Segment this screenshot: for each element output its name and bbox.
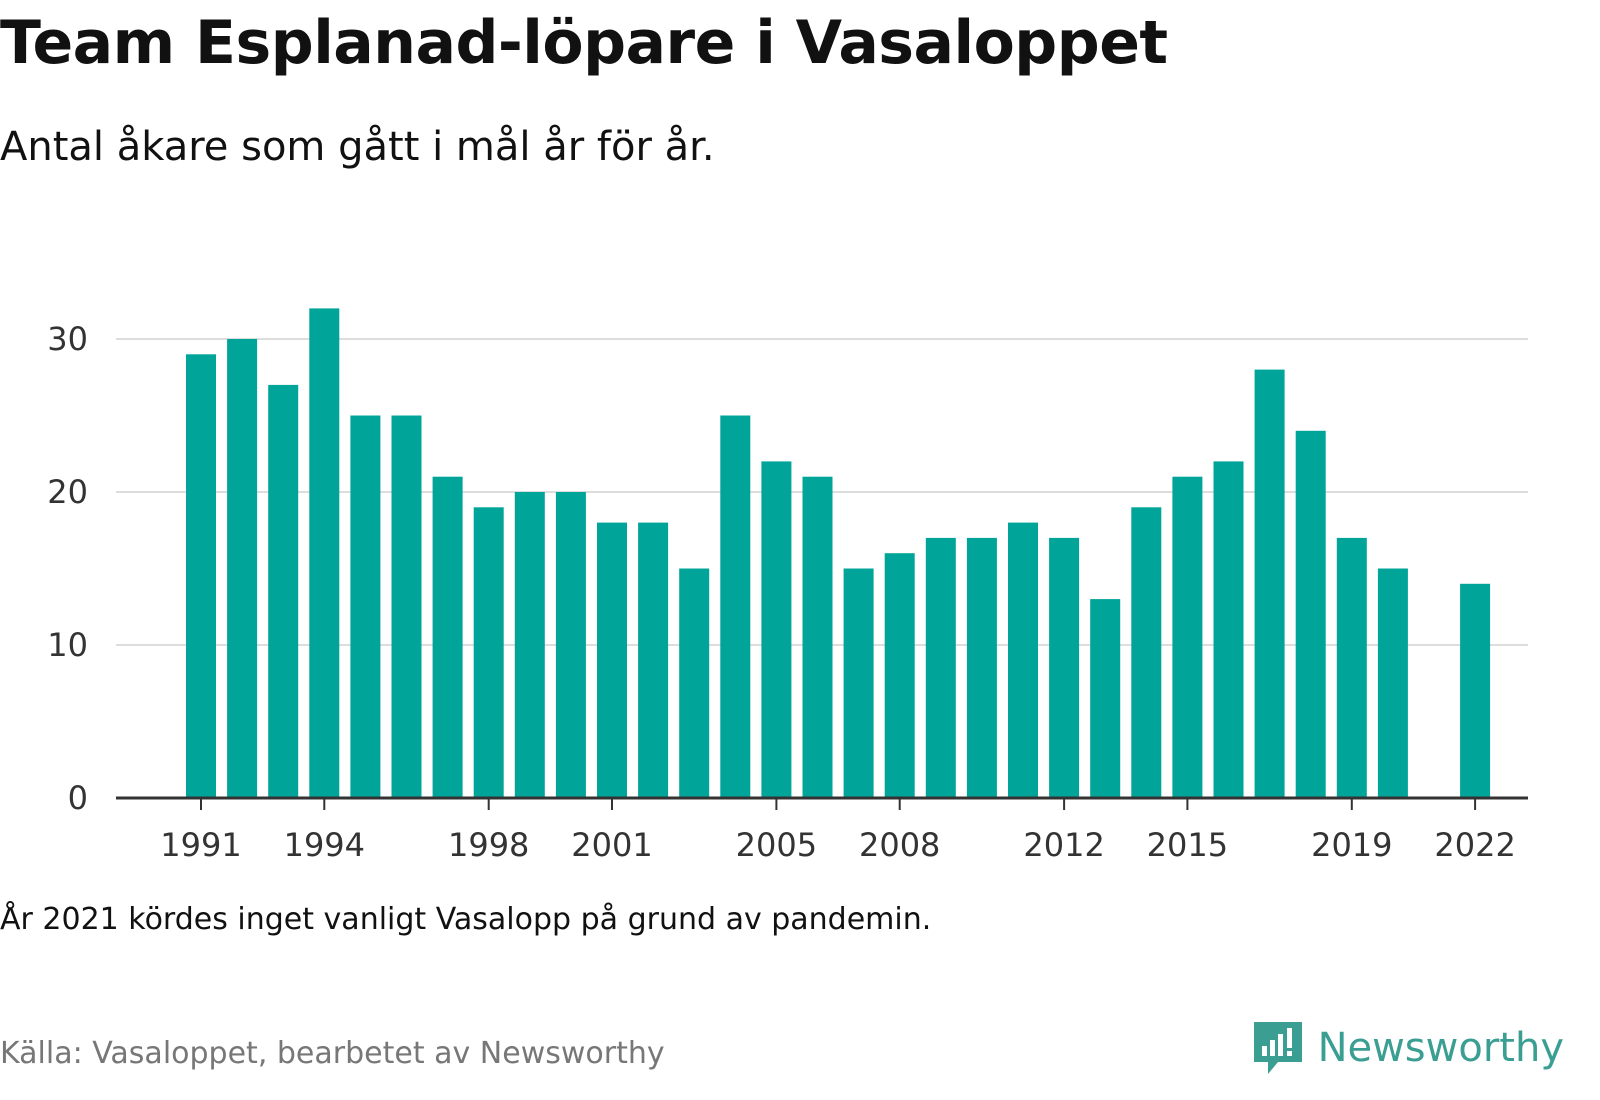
- x-tick-label: 2001: [571, 826, 652, 864]
- bar-2022: [1460, 583, 1491, 798]
- bar-2011: [1008, 522, 1038, 798]
- bar-2017: [1254, 369, 1285, 798]
- bar-2001: [597, 522, 627, 798]
- bar-1997: [432, 476, 463, 798]
- bar-1994: [309, 308, 340, 798]
- y-tick-label: 10: [47, 626, 88, 664]
- bar-1995: [350, 415, 381, 798]
- bar-2000: [555, 492, 586, 798]
- brand-name: Newsworthy: [1317, 1025, 1564, 1071]
- bar-2006: [802, 476, 833, 798]
- brand-logo[interactable]: Newsworthy: [1250, 1018, 1564, 1078]
- source-text: Källa: Vasaloppet, bearbetet av Newswort…: [0, 1036, 665, 1071]
- bar-2009: [925, 537, 956, 798]
- chart-title: Team Esplanad-löpare i Vasaloppet: [0, 8, 1168, 78]
- x-tick-label: 2015: [1147, 826, 1228, 864]
- bar-2003: [679, 568, 710, 798]
- x-tick-label: 2012: [1023, 826, 1104, 864]
- bar-2008: [884, 553, 915, 798]
- chart-note: År 2021 kördes inget vanligt Vasalopp på…: [0, 902, 932, 937]
- bar-2016: [1213, 461, 1244, 798]
- x-tick-label: 1994: [284, 826, 365, 864]
- bar-2012: [1049, 537, 1080, 798]
- bar-1999: [514, 492, 545, 798]
- bar-2013: [1090, 599, 1121, 798]
- bar-2004: [720, 415, 751, 798]
- bar-1998: [473, 507, 504, 798]
- bar-2014: [1131, 507, 1162, 798]
- bar-1991: [186, 354, 216, 798]
- bar-2005: [761, 461, 792, 798]
- x-tick-label: 1991: [160, 826, 241, 864]
- bars: [186, 308, 1491, 798]
- bar-2018: [1295, 430, 1326, 798]
- bar-1996: [391, 415, 422, 798]
- bar-2020: [1377, 568, 1408, 798]
- x-tick-label: 2008: [859, 826, 940, 864]
- x-tick-label: 2019: [1311, 826, 1392, 864]
- y-axis-ticks: 0 10 20 30: [47, 320, 88, 817]
- y-tick-label: 30: [47, 320, 88, 358]
- bar-2015: [1172, 476, 1203, 798]
- bar-1992: [227, 339, 258, 798]
- x-axis-ticks: 1991 1994 1998 2001 2005 2008 2012 2015 2019 2022: [160, 798, 1516, 864]
- chart-subtitle: Antal åkare som gått i mål år för år.: [0, 124, 715, 170]
- bar-1993: [268, 384, 299, 798]
- bar-2019: [1336, 537, 1367, 798]
- newsworthy-logo-icon: [1253, 1022, 1302, 1074]
- y-tick-label: 0: [68, 779, 88, 817]
- x-tick-label: 1998: [448, 826, 529, 864]
- bar-2007: [843, 568, 874, 798]
- x-tick-label: 2005: [736, 826, 817, 864]
- x-tick-label: 2022: [1434, 826, 1515, 864]
- bar-2010: [966, 537, 997, 798]
- bar-2002: [638, 522, 669, 798]
- y-tick-label: 20: [47, 473, 88, 511]
